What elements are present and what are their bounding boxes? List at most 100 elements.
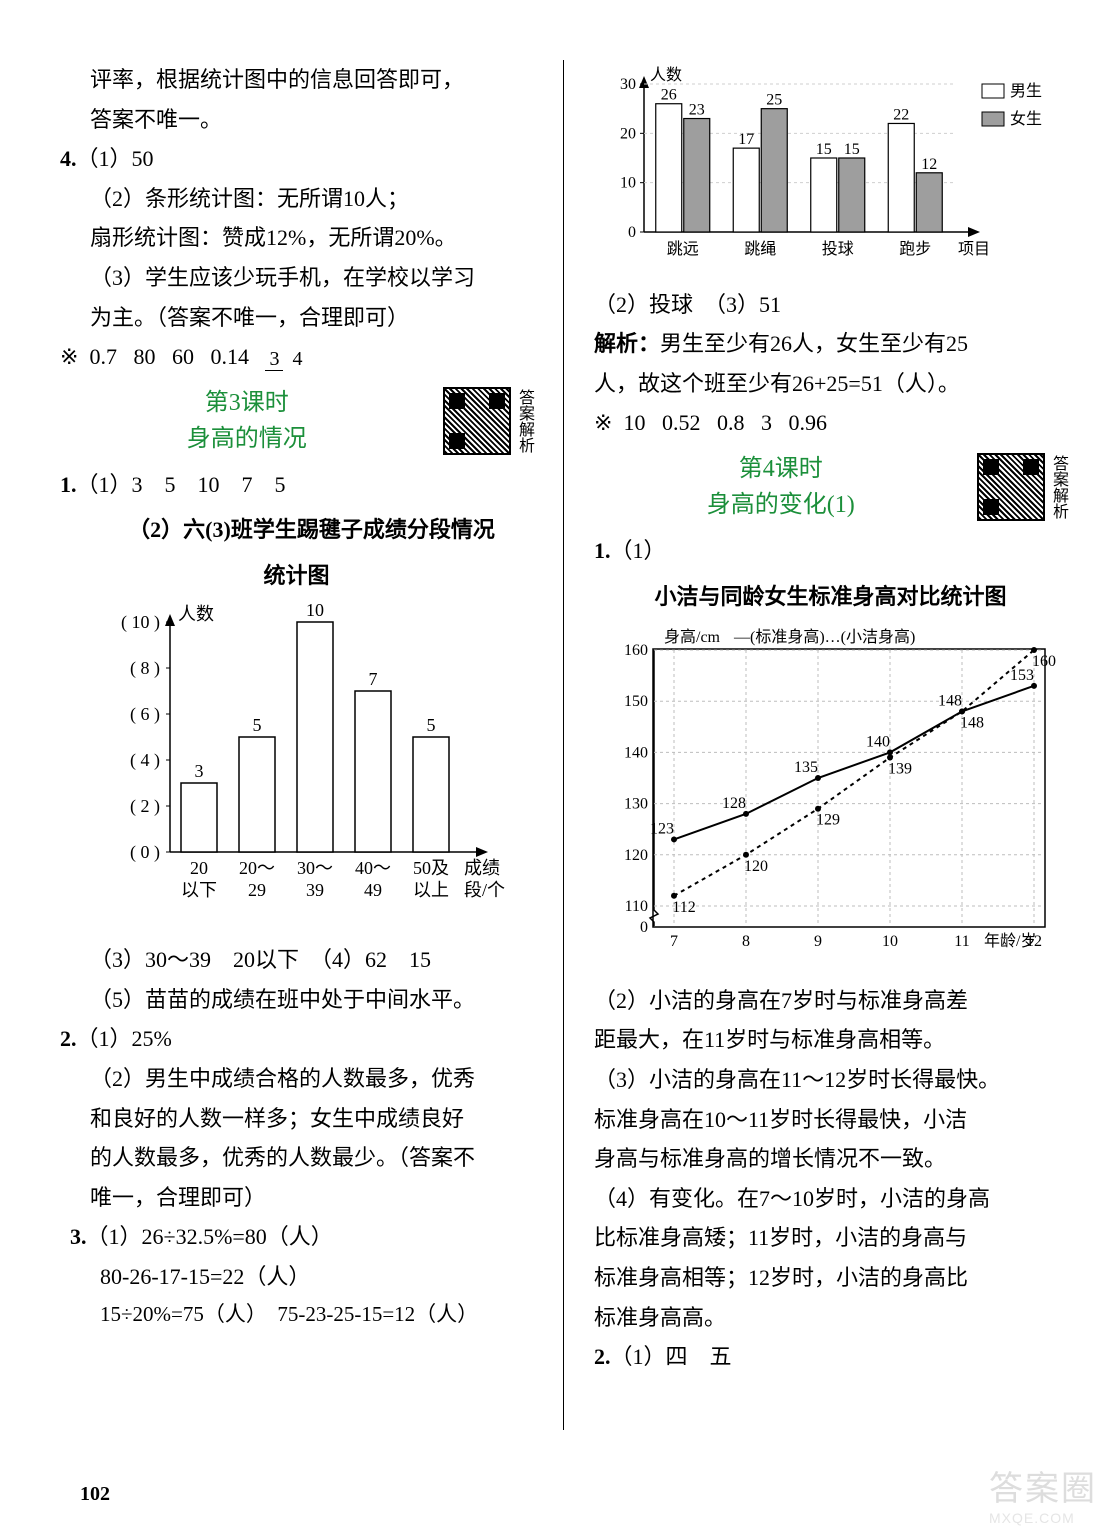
svg-text:40～: 40～: [355, 858, 391, 878]
svg-text:20: 20: [190, 858, 208, 878]
svg-text:年龄/岁: 年龄/岁: [984, 932, 1036, 950]
svg-text:10: 10: [306, 602, 324, 620]
question-number: 2.: [594, 1344, 611, 1369]
answer-row: （2）投球 （3）51: [594, 285, 1067, 325]
svg-text:129: 129: [816, 812, 840, 829]
svg-text:( 6 ): ( 6 ): [130, 704, 160, 725]
question-number: 3.: [70, 1224, 87, 1249]
svg-text:7: 7: [369, 669, 378, 689]
right-column: 人数01020302623跳远1725跳绳1515投球2212跑步项目男生女生 …: [594, 60, 1067, 1430]
svg-text:以下: 以下: [181, 880, 217, 900]
svg-text:26: 26: [661, 87, 677, 104]
lesson-title-line2: 身高的情况: [60, 421, 433, 457]
value: 60: [172, 344, 194, 369]
text-line: 标准身高在10～11岁时长得最快，小洁: [594, 1100, 1067, 1140]
lesson3-header: 第3课时 身高的情况 答案解析: [60, 377, 533, 465]
svg-text:( 10 ): ( 10 ): [121, 612, 160, 633]
line-chart-svg: 1101201301401501607891011120身高/cm年龄/岁—(标…: [604, 622, 1064, 962]
svg-text:9: 9: [814, 933, 822, 950]
svg-text:—(标准身高)…(小洁身高): —(标准身高)…(小洁身高): [733, 628, 915, 646]
svg-text:10: 10: [882, 933, 898, 950]
watermark: 答案圈 MXQE.COM: [989, 1461, 1097, 1526]
text-line: （3）小洁的身高在11～12岁时长得最快。: [594, 1060, 1067, 1100]
text-line: 15÷20%=75（人） 75-23-25-15=12（人）: [70, 1296, 533, 1334]
svg-text:男生: 男生: [1010, 82, 1042, 100]
svg-text:3: 3: [195, 761, 204, 781]
grouped-bar-chart: 人数01020302623跳远1725跳绳1515投球2212跑步项目男生女生: [604, 66, 1067, 279]
intro-text: 评率，根据统计图中的信息回答即可， 答案不唯一。: [60, 60, 533, 139]
value: 0.52: [662, 410, 701, 435]
text-line: 80-26-17-15=22（人）: [70, 1257, 533, 1297]
svg-text:12: 12: [921, 156, 937, 173]
column-divider: [563, 60, 564, 1430]
text: （1）26÷32.5%=80（人）: [87, 1224, 333, 1249]
qr-block: 答案解析: [977, 453, 1067, 521]
lesson-title-line2: 身高的变化(1): [594, 487, 967, 523]
svg-text:成绩: 成绩: [464, 858, 500, 878]
denominator: 4: [288, 348, 306, 370]
svg-text:128: 128: [722, 795, 746, 812]
lesson-title-line1: 第4课时: [594, 451, 967, 487]
text-line: 身高与标准身高的增长情况不一致。: [594, 1139, 1067, 1179]
page-number: 102: [80, 1483, 110, 1506]
text: （1）50: [77, 146, 154, 171]
lesson-title: 第3课时 身高的情况: [60, 385, 433, 457]
svg-text:49: 49: [364, 880, 382, 900]
q1-right: 1.（1） 小洁与同龄女生标准身高对比统计图 11012013014015016…: [594, 531, 1067, 1337]
watermark-bottom: MXQE.COM: [989, 1510, 1097, 1526]
text: 男生至少有26人，女生至少有25: [660, 331, 968, 356]
text: （1）25%: [77, 1026, 172, 1051]
svg-text:( 2 ): ( 2 ): [130, 796, 160, 817]
value: 0.7: [89, 344, 117, 369]
svg-text:以上: 以上: [413, 880, 449, 900]
svg-text:148: 148: [938, 693, 962, 710]
text-line: 标准身高相等；12岁时，小洁的身高比: [594, 1258, 1067, 1298]
svg-text:23: 23: [689, 102, 705, 119]
svg-text:29: 29: [248, 880, 266, 900]
svg-text:跳绳: 跳绳: [744, 240, 776, 258]
svg-text:段/个: 段/个: [464, 880, 505, 900]
q2-right: 2.（1）四 五: [594, 1337, 1067, 1377]
svg-text:140: 140: [624, 745, 648, 762]
text: （1）四 五: [611, 1344, 732, 1369]
star-row: ※ 0.7 80 60 0.14 3 4: [60, 337, 533, 377]
svg-text:5: 5: [253, 715, 262, 735]
qr-code-icon: [443, 387, 511, 455]
lesson-title: 第4课时 身高的变化(1): [594, 451, 967, 523]
text-line: （2）男生中成绩合格的人数最多，优秀: [60, 1059, 533, 1099]
text-line: 和良好的人数一样多；女生中成绩良好: [60, 1099, 533, 1139]
line-chart: 1101201301401501607891011120身高/cm年龄/岁—(标…: [604, 622, 1067, 975]
svg-text:160: 160: [624, 642, 648, 659]
lesson-title-line1: 第3课时: [60, 385, 433, 421]
text-line: 唯一，合理即可）: [60, 1178, 533, 1218]
qr-label: 答案解析: [515, 389, 533, 453]
svg-text:110: 110: [625, 898, 648, 915]
text: （1）3 5 10 7 5: [77, 472, 286, 497]
question-number: 1.: [594, 538, 611, 563]
chart-title-line1: （2）六(3)班学生踢毽子成绩分段情况: [60, 510, 533, 550]
text-line: 距最大，在11岁时与标准身高相等。: [594, 1020, 1067, 1060]
value: 80: [133, 344, 155, 369]
line-chart-title: 小洁与同龄女生标准身高对比统计图: [594, 577, 1067, 617]
svg-text:130: 130: [624, 796, 648, 813]
svg-text:15: 15: [816, 141, 832, 158]
svg-text:( 0 ): ( 0 ): [130, 842, 160, 863]
svg-text:女生: 女生: [1010, 109, 1042, 128]
fraction: 3 4: [265, 348, 306, 370]
svg-text:135: 135: [794, 759, 818, 776]
svg-text:0: 0: [640, 919, 648, 936]
svg-text:( 8 ): ( 8 ): [130, 658, 160, 679]
svg-text:39: 39: [306, 880, 324, 900]
svg-text:22: 22: [893, 106, 909, 123]
two-column-layout: 评率，根据统计图中的信息回答即可， 答案不唯一。 4.（1）50 （2）条形统计…: [60, 60, 1067, 1430]
svg-text:139: 139: [888, 761, 912, 778]
q3: 3.（1）26÷32.5%=80（人） 80-26-17-15=22（人） 15…: [60, 1217, 533, 1334]
q2: 2.（1）25% （2）男生中成绩合格的人数最多，优秀 和良好的人数一样多；女生…: [60, 1019, 533, 1217]
chart-title-line2: 统计图: [60, 556, 533, 596]
svg-text:身高/cm: 身高/cm: [664, 628, 721, 646]
svg-text:项目: 项目: [958, 241, 990, 258]
text-line: 的人数最多，优秀的人数最少。（答案不: [60, 1138, 533, 1178]
qr-block: 答案解析: [443, 387, 533, 455]
svg-text:112: 112: [672, 899, 695, 916]
text-line: 为主。（答案不唯一，合理即可）: [60, 298, 533, 338]
